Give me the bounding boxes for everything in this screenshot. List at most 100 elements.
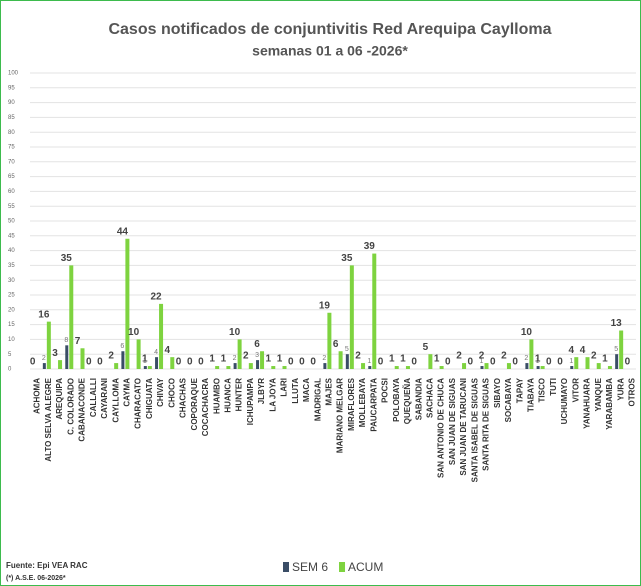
value-label: 8 [64,337,68,344]
value-label: 2 [524,355,528,362]
bar [323,363,327,369]
x-tick-label: SAN JUAN DE SIGUAS [448,377,457,465]
x-tick-label: CALLALLI [89,378,98,417]
x-tick-label: HUANCA [223,378,232,413]
value-label: 2 [456,351,462,362]
y-tick-label: 65 [8,174,15,180]
value-label: 13 [611,318,623,329]
value-label: 1 [569,358,573,365]
bar [170,357,175,369]
x-tick-label: MOLLEBAYA [358,378,367,427]
x-tick-label: YURA [616,378,625,401]
x-tick-label: CHACHAS [179,377,188,418]
value-label: 2 [355,351,361,362]
x-tick-label: ACHOMA [33,378,42,414]
y-tick-label: 45 [8,233,15,239]
x-tick-label: C. COLORADO [66,378,75,435]
x-tick-label: POLOBAYA [392,378,401,422]
value-label: 4 [154,349,158,356]
value-label: 0 [187,357,193,368]
value-label: 0 [445,357,451,368]
value-label: 2 [591,351,597,362]
x-tick-label: CHARACATO [134,378,143,429]
value-label: 1 [389,354,395,365]
y-tick-label: 20 [8,307,15,313]
y-tick-label: 60 [8,189,15,195]
x-tick-label: COPORAQUE [190,377,199,430]
value-label: 2 [233,355,237,362]
value-label: 19 [319,300,331,311]
x-tick-label: LARI [280,378,289,397]
x-tick-label: TAPAY [515,377,524,403]
y-tick-label: 10 [8,337,15,343]
bar [484,363,489,369]
x-tick-label: OTROS [627,377,636,406]
value-label: 6 [120,343,124,350]
y-tick-label: 30 [8,278,15,284]
bar [256,360,260,369]
x-tick-label: HUNTER [235,378,244,412]
x-tick-label: ICHUPAMPA [246,378,255,425]
value-label: 1 [277,354,283,365]
bar [226,366,231,369]
x-tick-label: POCSI [381,378,390,403]
bar [596,363,601,369]
value-label: 1 [535,354,541,365]
y-tick-label: 5 [8,352,12,358]
x-tick-label: TISCO [538,378,547,402]
value-label: 35 [341,253,353,264]
x-tick-label: CHIGUATA [145,378,154,419]
x-tick-label: CHOCO [167,378,176,408]
bar [372,253,377,369]
bar [282,366,287,369]
x-tick-label: COCACHACRA [201,378,210,436]
bar [506,363,511,369]
value-label: 2 [479,351,485,362]
value-label: 1 [434,354,440,365]
value-label: 2 [322,355,326,362]
value-label: 1 [480,358,484,365]
y-tick-label: 55 [8,204,15,210]
y-tick-label: 80 [8,130,15,136]
x-tick-label: CAYMA [122,378,131,407]
bar [125,238,130,369]
y-tick-label: 25 [8,293,15,299]
x-tick-label: CABANACONDE [78,377,87,441]
value-label: 4 [164,345,170,356]
bar [114,363,119,369]
x-tick-label: LA JOYA [268,378,277,412]
x-tick-label: HUAMBO [212,378,221,414]
value-label: 0 [198,357,204,368]
y-tick-label: 75 [8,145,15,151]
x-tick-label: MAJES [324,377,333,405]
value-label: 0 [299,357,305,368]
value-label: 1 [142,354,148,365]
value-label: 44 [117,226,129,237]
source: Fuente: Epi VEA RAC [6,561,88,570]
bar [58,360,63,369]
value-label: 0 [30,357,36,368]
value-label: 0 [411,357,417,368]
legend-label: ACUM [348,560,383,574]
x-tick-label: YANAHUARA [583,378,592,429]
bar [619,330,624,369]
x-tick-label: PAUCARPATA [369,378,378,432]
bar [405,366,410,369]
legend-swatch [339,562,346,572]
x-tick-label: LLUTA [291,378,300,404]
y-tick-label: 100 [8,71,19,77]
bar [361,363,366,369]
value-label: 6 [333,339,339,350]
bar [237,339,242,369]
value-label: 1 [367,358,371,365]
y-tick-label: 90 [8,100,15,106]
bar [345,354,349,369]
value-label: 16 [38,309,50,320]
bar [570,366,574,369]
x-tick-label: CAYARANI [100,378,109,419]
value-label: 2 [501,351,507,362]
x-tick-label: AREQUIPA [55,378,64,420]
x-tick-label: TUTI [549,378,558,396]
